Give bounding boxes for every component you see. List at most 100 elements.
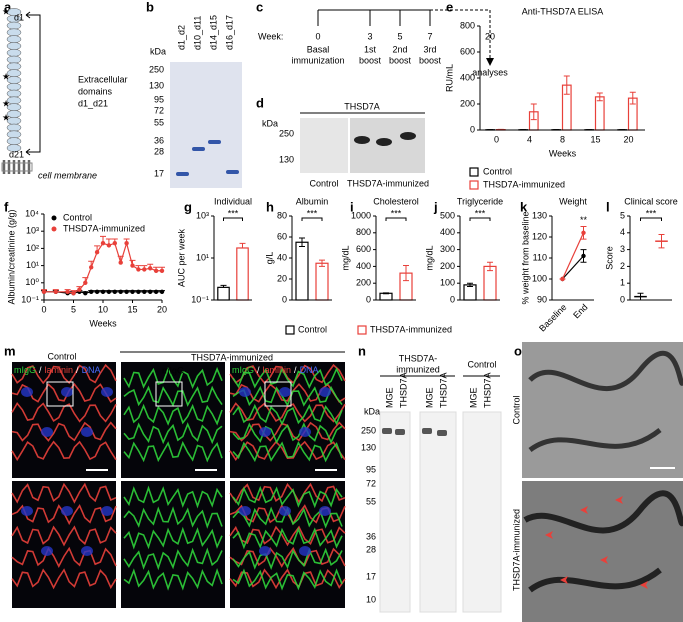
significance-bracket (469, 217, 491, 221)
y-tick-label: 10³ (196, 210, 209, 220)
chart-title: Weight (559, 196, 587, 206)
group-label: immunized (396, 364, 440, 374)
y-tick-label: 400 (460, 72, 475, 82)
error-bar (239, 242, 246, 248)
point (94, 289, 100, 294)
significance: ** (580, 215, 588, 225)
point (148, 289, 153, 294)
bar (594, 96, 605, 131)
event: 3rd (423, 44, 436, 54)
event: boost (359, 55, 382, 65)
membrane (1, 162, 33, 172)
event: boost (389, 55, 412, 65)
y-tick-label: 10² (26, 243, 39, 253)
error-bar (383, 292, 389, 295)
blot (379, 411, 411, 613)
arrow (600, 556, 608, 564)
point (136, 267, 141, 272)
y-tick-label: 200 (460, 98, 475, 108)
marker-label: 72 (366, 478, 376, 488)
nucleus (319, 506, 331, 516)
micrograph (522, 342, 683, 478)
marker-label: 250 (149, 64, 164, 74)
legend-label: THSD7A-immunized (370, 324, 452, 334)
panel-label: j (433, 199, 438, 214)
group-label: Control (467, 359, 496, 369)
panel-label: k (520, 199, 528, 214)
lane-label: d14_d15 (208, 15, 218, 50)
inset-box (155, 381, 183, 407)
domain (6, 130, 22, 139)
series-line (562, 255, 584, 280)
band (437, 430, 447, 436)
x-tick-label: 20 (157, 304, 167, 314)
legend-swatch (51, 226, 57, 232)
nucleus (21, 387, 33, 397)
error-bar (530, 103, 537, 121)
event: 2nd (392, 44, 407, 54)
point (124, 241, 129, 246)
point (153, 289, 159, 294)
group-label: Control (47, 351, 76, 361)
star: ★ (2, 112, 10, 122)
point (94, 250, 100, 255)
error-bar (487, 261, 493, 272)
week: 5 (397, 31, 402, 41)
y-tick-label: 3 (620, 244, 625, 254)
error-bar (319, 259, 325, 267)
point (159, 268, 165, 273)
nucleus (299, 546, 311, 556)
chart-title: Anti-THSD7A ELISA (522, 6, 604, 16)
arrow (580, 506, 588, 514)
panel-label: f (4, 199, 9, 214)
y-tick-label: 60 (277, 231, 287, 241)
error-bar (220, 284, 227, 288)
bar (483, 265, 497, 301)
x-tick-label: 15 (127, 304, 137, 314)
nucleus (259, 427, 271, 437)
significance: *** (475, 208, 486, 218)
y-tick-label: 100 (440, 278, 455, 288)
micrograph (522, 481, 683, 622)
panel-label: g (184, 199, 192, 214)
significance: *** (307, 208, 318, 218)
bar (315, 262, 329, 301)
significance: *** (646, 208, 657, 218)
chart-title: Individual (214, 196, 252, 206)
arrow (615, 496, 623, 504)
bar (295, 241, 309, 301)
domain (6, 89, 22, 98)
domain (6, 137, 22, 146)
arrow (545, 531, 553, 539)
domain (6, 21, 22, 30)
y-tick-label: 10³ (26, 226, 39, 236)
group-label: Control (511, 395, 521, 424)
y-tick-label: 20 (277, 273, 287, 283)
point (71, 290, 76, 296)
annotation: d1_d21 (78, 98, 108, 108)
y-tick-label: 0 (620, 294, 625, 304)
error-bar (299, 237, 305, 247)
chart-title: Albumin (296, 196, 329, 206)
domain (6, 82, 22, 91)
blot (300, 118, 348, 173)
panel-label: b (146, 0, 154, 14)
stain-name: DNA (82, 365, 101, 375)
significance-bracket (223, 217, 243, 221)
lane-label: THSD7A (438, 372, 448, 408)
band (376, 138, 392, 146)
annotation: Extracellular (78, 74, 128, 84)
nucleus (259, 546, 271, 556)
point (89, 289, 94, 294)
structure (528, 350, 683, 453)
domain (6, 55, 22, 64)
event: analyses (472, 67, 508, 77)
domain (6, 48, 22, 57)
x-axis-label: Weeks (89, 318, 117, 328)
y-axis-label: mg/dL (340, 245, 350, 270)
y-axis-label: mg/dL (424, 245, 434, 270)
y-tick-label: 5 (620, 210, 625, 220)
y-tick-label: 10⁰ (25, 277, 39, 287)
point (77, 287, 82, 292)
error-bar (563, 75, 570, 95)
